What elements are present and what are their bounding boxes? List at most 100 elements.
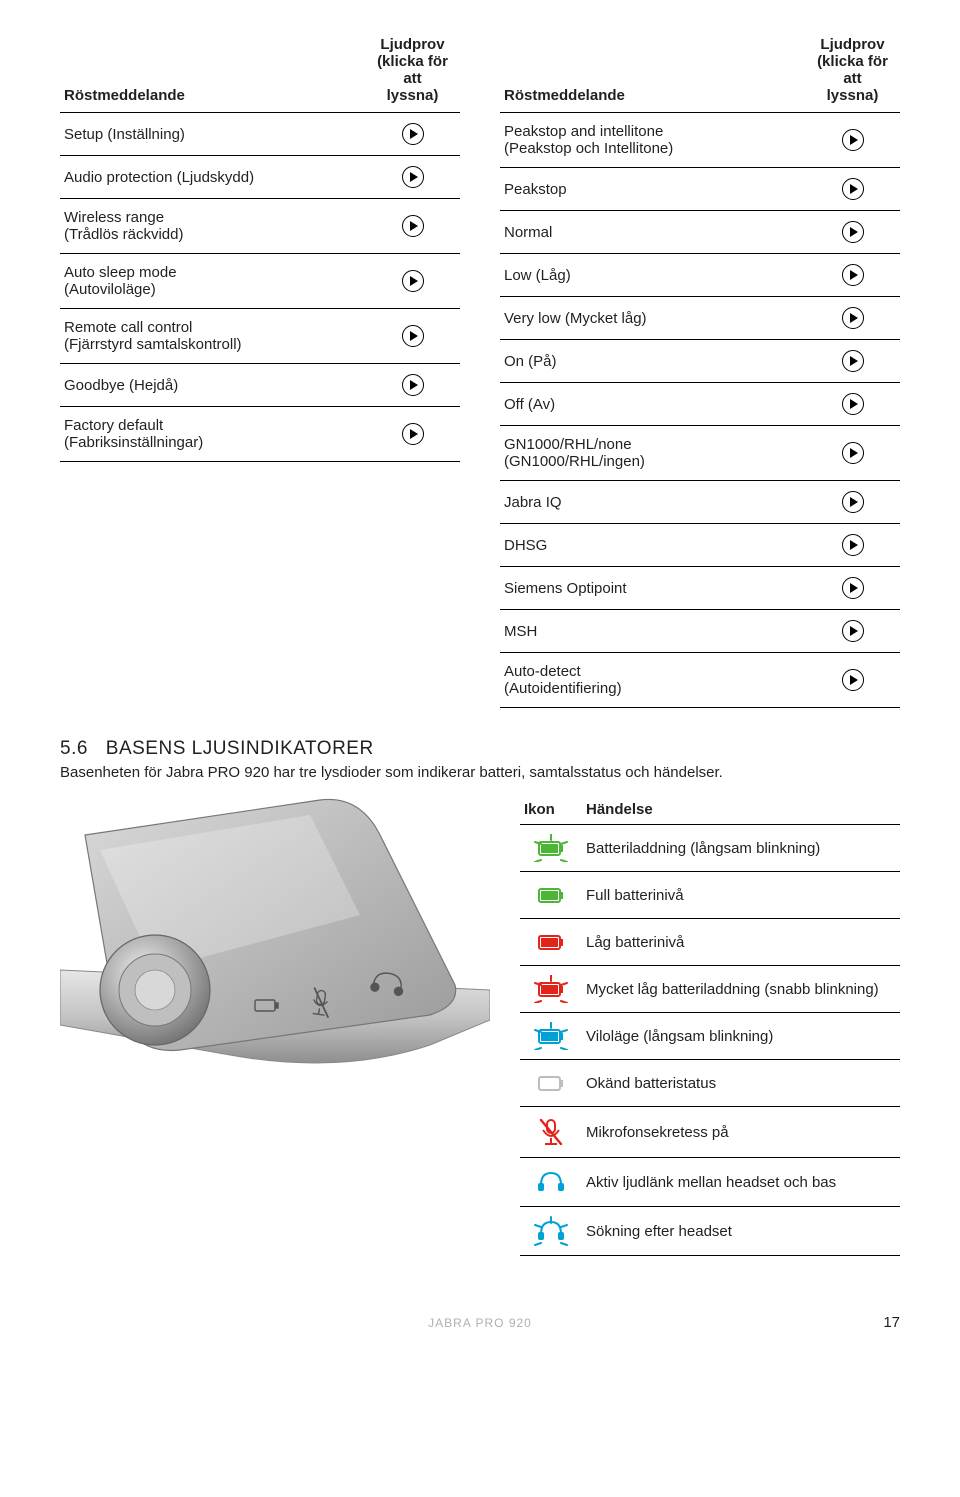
play-sample-button[interactable] (805, 211, 900, 254)
play-icon (842, 393, 864, 415)
play-icon (402, 325, 424, 347)
event-label: Okänd batteristatus (582, 1060, 900, 1107)
play-sample-button[interactable] (365, 407, 460, 462)
voice-table-right: Röstmeddelande Ljudprov (klicka för att … (500, 30, 900, 708)
play-icon (842, 307, 864, 329)
voice-row-label: Off (Av) (500, 383, 805, 426)
play-icon (402, 423, 424, 445)
event-icon-cell (520, 872, 582, 919)
event-label: Mycket låg batteriladdning (snabb blinkn… (582, 966, 900, 1013)
play-sample-button[interactable] (365, 254, 460, 309)
play-icon (402, 166, 424, 188)
play-sample-button[interactable] (805, 113, 900, 168)
voice-row-label: GN1000/RHL/none(GN1000/RHL/ingen) (500, 426, 805, 481)
play-sample-button[interactable] (365, 309, 460, 364)
event-label: Aktiv ljudlänk mellan headset och bas (582, 1158, 900, 1207)
battery-icon (529, 928, 573, 956)
voice-row-label: Low (Låg) (500, 254, 805, 297)
play-sample-button[interactable] (805, 481, 900, 524)
battery-icon (529, 881, 573, 909)
col-header-message: Röstmeddelande (500, 30, 805, 113)
voice-table-left: Röstmeddelande Ljudprov (klicka för att … (60, 30, 460, 462)
play-sample-button[interactable] (805, 297, 900, 340)
event-label: Batteriladdning (långsam blinkning) (582, 825, 900, 872)
section-lead: Basenheten för Jabra PRO 920 har tre lys… (60, 764, 900, 781)
ev-col-icon: Ikon (520, 795, 582, 825)
event-label: Sökning efter headset (582, 1207, 900, 1256)
play-sample-button[interactable] (805, 254, 900, 297)
voice-row-label: Goodbye (Hejdå) (60, 364, 365, 407)
event-icon-cell (520, 1060, 582, 1107)
play-sample-button[interactable] (365, 113, 460, 156)
play-icon (842, 442, 864, 464)
play-icon (842, 534, 864, 556)
event-icon-cell (520, 1013, 582, 1060)
play-sample-button[interactable] (805, 524, 900, 567)
battery-icon (529, 1022, 573, 1050)
page-number: 17 (883, 1314, 900, 1331)
battery-icon (529, 1069, 573, 1097)
event-icon-cell (520, 966, 582, 1013)
event-label: Viloläge (långsam blinkning) (582, 1013, 900, 1060)
headset-icon (529, 1216, 573, 1246)
page-footer: JABRA PRO 920 17 (60, 1316, 900, 1330)
voice-row-label: Auto sleep mode(Autoviloläge) (60, 254, 365, 309)
event-icon-cell (520, 919, 582, 966)
play-sample-button[interactable] (805, 610, 900, 653)
section-heading: 5.6 BASENS LJUSINDIKATORER (60, 738, 900, 760)
voice-row-label: Auto-detect(Autoidentifiering) (500, 653, 805, 708)
play-icon (842, 264, 864, 286)
play-sample-button[interactable] (805, 653, 900, 708)
device-illustration (60, 795, 490, 1075)
left-column: Röstmeddelande Ljudprov (klicka för att … (60, 30, 460, 708)
section-title: BASENS LJUSINDIKATORER (106, 738, 374, 759)
section-number: 5.6 (60, 738, 100, 760)
play-icon (402, 270, 424, 292)
play-sample-button[interactable] (365, 199, 460, 254)
voice-row-label: On (På) (500, 340, 805, 383)
play-sample-button[interactable] (805, 168, 900, 211)
play-icon (402, 374, 424, 396)
voice-row-label: Very low (Mycket låg) (500, 297, 805, 340)
play-sample-button[interactable] (805, 340, 900, 383)
play-icon (842, 491, 864, 513)
voice-row-label: Wireless range(Trådlös räckvidd) (60, 199, 365, 254)
col-header-sample: Ljudprov (klicka för att lyssna) (365, 30, 460, 113)
event-icon-cell (520, 1158, 582, 1207)
play-icon (842, 129, 864, 151)
battery-icon (529, 834, 573, 862)
play-icon (842, 350, 864, 372)
play-sample-button[interactable] (805, 426, 900, 481)
voice-row-label: Peakstop and intellitone(Peakstop och In… (500, 113, 805, 168)
voice-row-label: Setup (Inställning) (60, 113, 365, 156)
play-sample-button[interactable] (365, 364, 460, 407)
play-icon (842, 669, 864, 691)
events-table: Ikon Händelse Batteriladdning (långsam b… (520, 795, 900, 1256)
play-icon (402, 215, 424, 237)
col-header-sample: Ljudprov (klicka för att lyssna) (805, 30, 900, 113)
battery-icon (529, 975, 573, 1003)
play-sample-button[interactable] (805, 383, 900, 426)
footer-product: JABRA PRO 920 (428, 1316, 532, 1330)
headset-icon (529, 1167, 573, 1197)
mic-mute-icon (529, 1116, 573, 1148)
voice-row-label: Jabra IQ (500, 481, 805, 524)
play-sample-button[interactable] (365, 156, 460, 199)
voice-row-label: MSH (500, 610, 805, 653)
play-icon (842, 620, 864, 642)
event-icon-cell (520, 825, 582, 872)
event-label: Full batterinivå (582, 872, 900, 919)
event-icon-cell (520, 1207, 582, 1256)
events-table-wrap: Ikon Händelse Batteriladdning (långsam b… (520, 795, 900, 1256)
play-icon (842, 577, 864, 599)
play-icon (842, 221, 864, 243)
voice-row-label: Siemens Optipoint (500, 567, 805, 610)
play-sample-button[interactable] (805, 567, 900, 610)
voice-row-label: Audio protection (Ljudskydd) (60, 156, 365, 199)
voice-prompt-tables: Röstmeddelande Ljudprov (klicka för att … (60, 30, 900, 708)
indicators-block: Ikon Händelse Batteriladdning (långsam b… (60, 795, 900, 1256)
voice-row-label: Peakstop (500, 168, 805, 211)
event-label: Mikrofonsekretess på (582, 1107, 900, 1158)
play-icon (402, 123, 424, 145)
voice-row-label: DHSG (500, 524, 805, 567)
